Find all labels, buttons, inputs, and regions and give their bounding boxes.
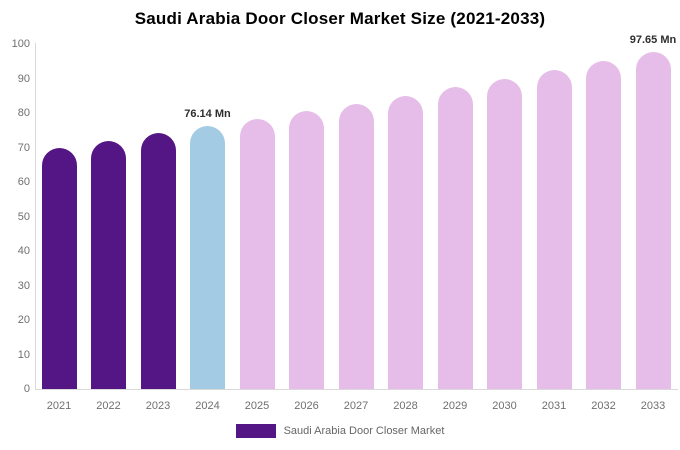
- y-axis-tick-label-50: 50: [17, 210, 30, 223]
- x-axis-line: [35, 389, 678, 390]
- bar-2033[interactable]: [635, 52, 671, 389]
- bar-2031[interactable]: [536, 70, 572, 389]
- bar-2030[interactable]: [487, 78, 522, 389]
- x-axis-tick-label-2028: 2028: [393, 400, 418, 412]
- value-label-2024: 76.14 Mn: [184, 108, 231, 121]
- chart-title: Saudi Arabia Door Closer Market Size (20…: [134, 9, 546, 28]
- y-axis-line: [35, 43, 36, 389]
- y-axis-tick-label-60: 60: [17, 176, 30, 188]
- y-axis-tick-label-30: 30: [17, 279, 30, 292]
- legend-swatch: [235, 424, 276, 438]
- bar-2021[interactable]: [41, 148, 77, 389]
- x-axis-tick-label-2032: 2032: [591, 400, 616, 412]
- x-axis-tick-label-2031: 2031: [541, 400, 567, 412]
- y-axis-tick-label-40: 40: [17, 245, 30, 257]
- bar-2022[interactable]: [91, 141, 126, 389]
- bar-2023[interactable]: [140, 133, 176, 389]
- x-axis-tick-label-2025: 2025: [244, 400, 270, 412]
- bar-2024[interactable]: [190, 126, 225, 389]
- x-axis-tick-label-2030: 2030: [492, 400, 517, 412]
- y-axis-tick-label-100: 100: [11, 38, 30, 50]
- y-axis-tick-label-20: 20: [17, 314, 30, 326]
- bar-2026[interactable]: [289, 111, 324, 389]
- bar-2032[interactable]: [586, 61, 621, 389]
- y-axis-tick-label-10: 10: [17, 348, 30, 361]
- legend-item[interactable]: Saudi Arabia Door Closer Market: [0, 424, 680, 438]
- x-axis-tick-label-2026: 2026: [294, 400, 319, 412]
- x-axis-tick-label-2027: 2027: [343, 400, 369, 412]
- y-axis-tick-label-0: 0: [23, 383, 30, 395]
- x-axis-tick-label-2021: 2021: [46, 400, 72, 412]
- bar-2028[interactable]: [388, 95, 423, 389]
- legend-label: Saudi Arabia Door Closer Market: [283, 425, 445, 437]
- x-axis-tick-label-2022: 2022: [96, 400, 121, 412]
- x-axis-tick-label-2029: 2029: [442, 400, 468, 412]
- bar-2027[interactable]: [338, 103, 374, 389]
- value-label-2033: 97.65 Mn: [629, 34, 677, 47]
- x-axis-tick-label-2033: 2033: [640, 400, 666, 412]
- x-axis-tick-label-2024: 2024: [195, 400, 220, 412]
- y-axis-tick-label-90: 90: [17, 72, 30, 85]
- bar-2025[interactable]: [239, 118, 275, 389]
- y-axis-tick-label-70: 70: [17, 141, 30, 154]
- y-axis-tick-label-80: 80: [17, 107, 30, 119]
- bar-2029[interactable]: [437, 87, 473, 389]
- x-axis-tick-label-2023: 2023: [145, 400, 171, 412]
